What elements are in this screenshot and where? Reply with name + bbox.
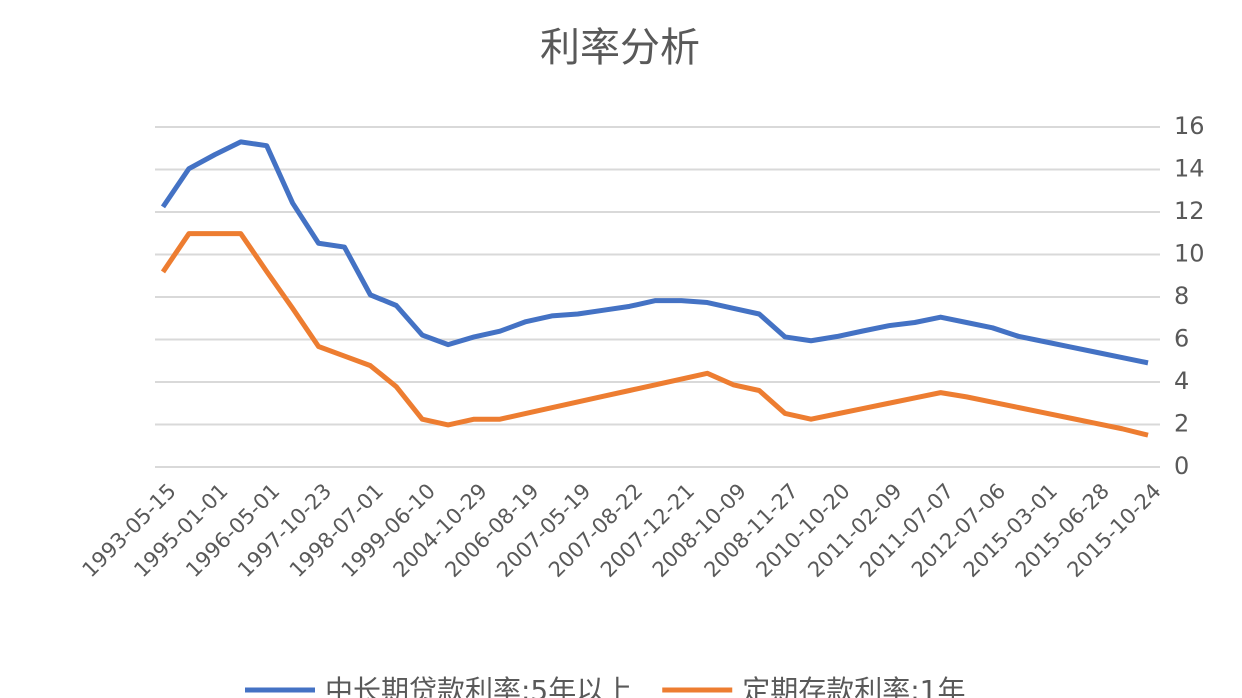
y-tick-label: 12 — [1174, 197, 1205, 225]
legend-label: 中长期贷款利率:5年以上 — [325, 674, 632, 698]
chart-title: 利率分析 — [540, 25, 700, 71]
y-tick-label: 10 — [1174, 240, 1205, 268]
legend-label: 定期存款利率:1年 — [742, 674, 965, 698]
y-tick-label: 0 — [1174, 452, 1189, 480]
line-series — [160, 231, 1149, 438]
y-tick-label: 8 — [1174, 282, 1189, 310]
y-tick-label: 6 — [1174, 325, 1189, 353]
y-tick-label: 14 — [1174, 155, 1205, 183]
line-series — [160, 139, 1149, 366]
y-tick-label: 16 — [1174, 112, 1205, 140]
y-tick-label: 2 — [1174, 410, 1189, 438]
y-tick-label: 4 — [1174, 367, 1189, 395]
